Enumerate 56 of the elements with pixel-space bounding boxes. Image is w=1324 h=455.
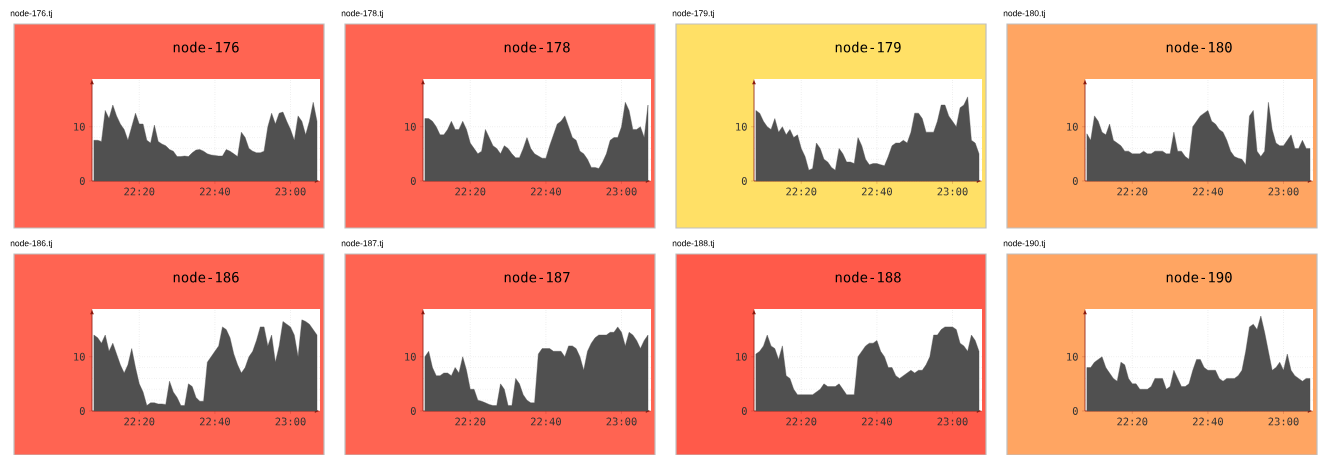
x-tick-label: 23:00 — [937, 417, 968, 426]
x-tick-label: 22:20 — [786, 187, 817, 196]
chart-title: node-179 — [835, 41, 901, 53]
x-tick-label: 22:20 — [124, 187, 155, 196]
y-tick-label: 10 — [1067, 352, 1078, 361]
text: node-179.tj — [672, 10, 715, 18]
text: node-188.tj — [672, 240, 715, 248]
y-tick-label: 10 — [736, 122, 747, 131]
chart-title: node-180 — [1166, 41, 1232, 53]
text: node-176.tj — [10, 10, 53, 18]
text: node-180.tj — [1003, 10, 1046, 18]
text: node-190.tj — [1003, 240, 1046, 248]
y-tick-label: 10 — [736, 352, 747, 361]
x-tick-label: 22:40 — [861, 187, 892, 196]
x-tick-label: 22:20 — [455, 417, 486, 426]
y-tick-label: 0 — [1072, 177, 1078, 185]
x-tick-label: 22:20 — [1117, 187, 1148, 196]
y-tick-label: 10 — [74, 122, 85, 131]
x-tick-label: 22:40 — [1192, 187, 1223, 196]
text: node-187.tj — [341, 240, 384, 248]
x-tick-label: 23:00 — [1268, 187, 1299, 196]
x-tick-label: 22:20 — [124, 417, 155, 426]
chart-title: node-176 — [173, 41, 239, 53]
x-tick-label: 23:00 — [606, 417, 637, 426]
x-tick-label: 22:40 — [1192, 417, 1223, 426]
x-tick-label: 22:20 — [455, 187, 486, 196]
text: node-178.tj — [341, 10, 384, 18]
chart-title: node-178 — [504, 41, 570, 53]
x-tick-label: 22:20 — [786, 417, 817, 426]
chart-title: node-187 — [504, 271, 570, 283]
y-tick-label: 0 — [410, 177, 416, 185]
x-tick-label: 22:40 — [199, 417, 230, 426]
y-tick-label: 10 — [1067, 122, 1078, 131]
chart-title: node-190 — [1166, 271, 1232, 283]
chart-title: node-188 — [835, 271, 901, 283]
x-tick-label: 22:40 — [861, 417, 892, 426]
x-tick-label: 23:00 — [275, 187, 306, 196]
x-tick-label: 22:40 — [199, 187, 230, 196]
x-tick-label: 22:20 — [1117, 417, 1148, 426]
x-tick-label: 22:40 — [530, 187, 561, 196]
x-tick-label: 23:00 — [275, 417, 306, 426]
chart-title: node-186 — [173, 271, 239, 283]
y-tick-label: 10 — [405, 352, 416, 361]
y-tick-label: 10 — [74, 352, 85, 361]
y-tick-label: 0 — [410, 407, 416, 415]
text: node-186.tj — [10, 240, 53, 248]
x-tick-label: 23:00 — [1268, 417, 1299, 426]
y-tick-label: 0 — [741, 407, 747, 415]
y-tick-label: 0 — [1072, 407, 1078, 415]
y-tick-label: 0 — [79, 407, 85, 415]
x-tick-label: 22:40 — [530, 417, 561, 426]
y-tick-label: 0 — [741, 177, 747, 185]
y-tick-label: 0 — [79, 177, 85, 185]
y-tick-label: 10 — [405, 122, 416, 131]
x-tick-label: 23:00 — [937, 187, 968, 196]
x-tick-label: 23:00 — [606, 187, 637, 196]
